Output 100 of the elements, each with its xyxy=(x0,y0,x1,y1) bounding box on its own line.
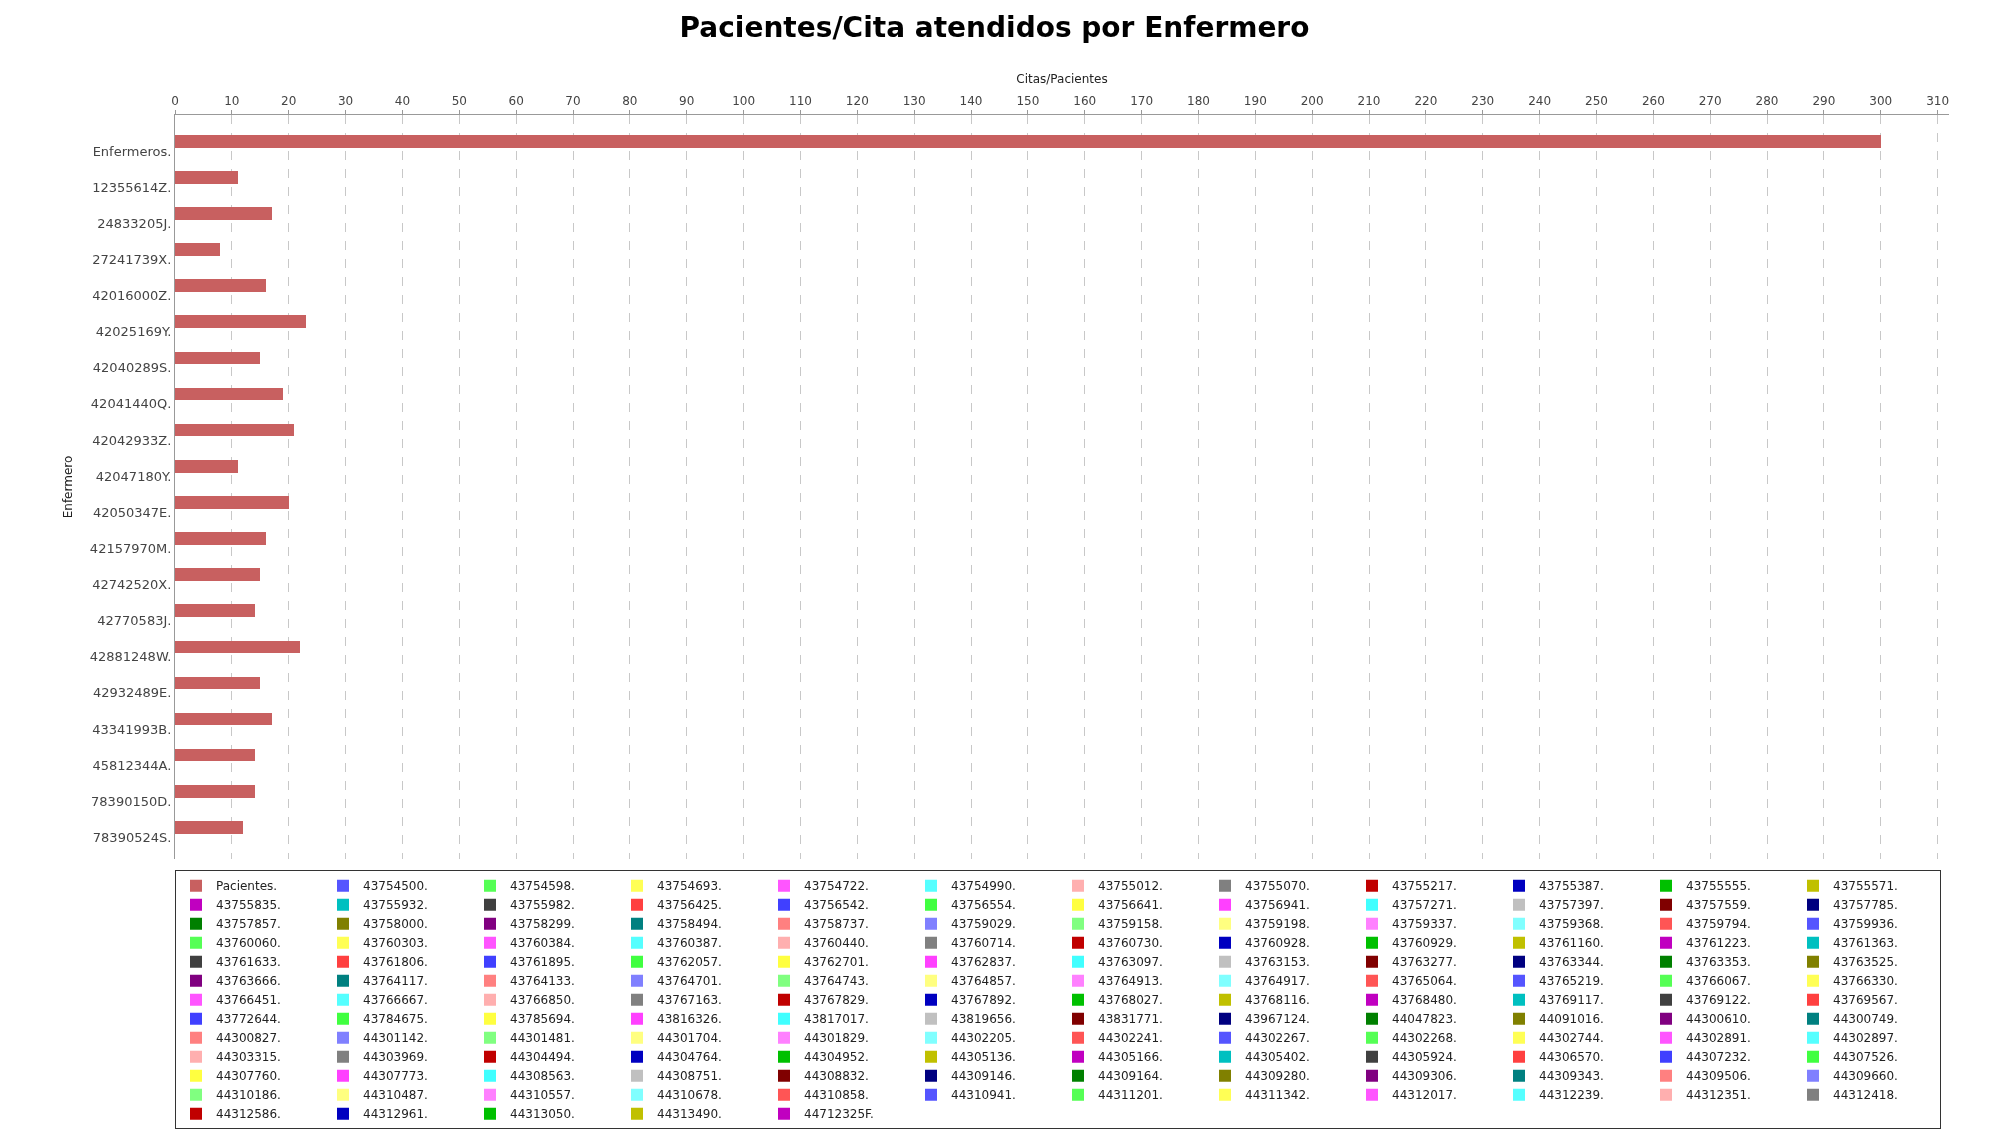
legend-label: 44309660. xyxy=(1833,1069,1898,1084)
x-tick-label: 270 xyxy=(1698,94,1722,109)
legend-label: 43758494. xyxy=(657,917,722,932)
bar xyxy=(175,712,272,726)
x-tick-label: 80 xyxy=(622,94,638,109)
legend-label: 43764857. xyxy=(951,974,1016,989)
legend-label: 43769117. xyxy=(1539,993,1604,1008)
y-tick-label: 27241739X. xyxy=(92,252,172,268)
y-tick-label: 42047180Y. xyxy=(95,468,172,484)
legend-label: 44305136. xyxy=(951,1050,1016,1065)
legend-label: 44312961. xyxy=(363,1107,428,1122)
x-tick-label: 30 xyxy=(337,94,354,109)
legend-label: 43759794. xyxy=(1686,917,1751,932)
bar xyxy=(175,351,261,365)
legend-label: 44303969. xyxy=(363,1050,428,1065)
legend-label: 43764917. xyxy=(1245,974,1310,989)
legend-label: 43819656. xyxy=(951,1012,1016,1027)
legend-label: 44304494. xyxy=(510,1050,575,1065)
legend-label: 44302744. xyxy=(1539,1031,1604,1046)
legend-label: 44310941. xyxy=(951,1088,1016,1103)
legend-label: 43754500. xyxy=(363,879,428,894)
legend-label: 44712325F. xyxy=(804,1107,874,1122)
y-tick-label: 42040289S. xyxy=(92,360,172,376)
legend-label: Pacientes. xyxy=(216,879,278,894)
y-tick-label: 42770583J. xyxy=(97,613,172,629)
legend-label: 43755387. xyxy=(1539,879,1604,894)
legend-label: 43757559. xyxy=(1686,898,1751,913)
bar xyxy=(175,640,301,654)
legend-label: 43760060. xyxy=(216,936,281,951)
x-tick-label: 110 xyxy=(789,94,812,109)
y-tick-label: 78390150D. xyxy=(91,793,172,809)
x-tick-label: 140 xyxy=(959,94,983,109)
legend-label: 44304952. xyxy=(804,1050,869,1065)
legend-label: 43760730. xyxy=(1098,936,1163,951)
x-tick-label: 230 xyxy=(1471,94,1495,109)
x-tick-label: 70 xyxy=(565,94,581,109)
x-tick-label: 220 xyxy=(1414,94,1438,109)
legend-label: 43761633. xyxy=(216,955,281,970)
legend-label: 43767163. xyxy=(657,993,722,1008)
legend-label: 43763666. xyxy=(216,974,281,989)
legend-label: 44309343. xyxy=(1539,1069,1604,1084)
legend-label: 44301481. xyxy=(510,1031,575,1046)
legend-label: 43755571. xyxy=(1833,879,1898,894)
legend-label: 44312351. xyxy=(1686,1088,1751,1103)
legend-label: 44300610. xyxy=(1686,1012,1751,1027)
x-tick-label: 120 xyxy=(845,94,869,109)
x-tick-label: 290 xyxy=(1812,94,1836,109)
legend-label: 43761806. xyxy=(363,955,428,970)
legend-label: 43762057. xyxy=(657,955,722,970)
legend-label: 44309506. xyxy=(1686,1069,1751,1084)
legend-label: 44308832. xyxy=(804,1069,869,1084)
legend-label: 43754693. xyxy=(657,879,722,894)
legend-label: 43760929. xyxy=(1392,936,1457,951)
legend-label: 43759158. xyxy=(1098,917,1163,932)
x-tick-label: 0 xyxy=(171,94,179,109)
x-tick-label: 150 xyxy=(1016,94,1040,109)
legend-label: 43831771. xyxy=(1098,1012,1163,1027)
bar xyxy=(175,676,261,690)
bar xyxy=(175,532,266,545)
legend-label: 43967124. xyxy=(1245,1012,1310,1027)
legend-label: 44310186. xyxy=(216,1088,281,1103)
legend-label: 44309164. xyxy=(1098,1069,1163,1084)
legend-label: 44313490. xyxy=(657,1107,722,1122)
legend-label: 43755835. xyxy=(216,898,281,913)
bar xyxy=(175,279,266,292)
legend-label: 44310557. xyxy=(510,1088,575,1103)
legend-label: 43768027. xyxy=(1098,993,1163,1008)
legend-label: 44312239. xyxy=(1539,1088,1604,1103)
legend-label: 43761363. xyxy=(1833,936,1898,951)
legend-label: 43755982. xyxy=(510,898,575,913)
legend-label: 44302891. xyxy=(1686,1031,1751,1046)
x-tick-label: 190 xyxy=(1243,94,1267,109)
x-tick-label: 20 xyxy=(281,94,297,109)
legend-label: 43755932. xyxy=(363,898,428,913)
legend-label: 43764133. xyxy=(510,974,575,989)
x-axis-title: Citas/Pacientes xyxy=(1016,71,1108,86)
legend-label: 44302897. xyxy=(1833,1031,1898,1046)
legend-label: 43760387. xyxy=(657,936,722,951)
legend-label: 44308751. xyxy=(657,1069,722,1084)
legend-label: 44306570. xyxy=(1539,1050,1604,1065)
x-tick-label: 170 xyxy=(1130,94,1154,109)
x-tick-label: 240 xyxy=(1528,94,1552,109)
x-tick-label: 40 xyxy=(394,94,411,109)
legend-label: 44310858. xyxy=(804,1088,869,1103)
bar xyxy=(175,496,289,509)
legend-label: 44303315. xyxy=(216,1050,281,1065)
legend-label: 44301829. xyxy=(804,1031,869,1046)
bar xyxy=(175,748,255,762)
x-tick-label: 250 xyxy=(1585,94,1608,109)
legend-label: 43762701. xyxy=(804,955,869,970)
legend-label: 43757857. xyxy=(216,917,281,932)
legend-label: 43757397. xyxy=(1539,898,1604,913)
legend-label: 43760928. xyxy=(1245,936,1310,951)
x-tick-label: 10 xyxy=(224,94,240,109)
legend-label: 44302268. xyxy=(1392,1031,1457,1046)
bar xyxy=(175,170,238,184)
bar xyxy=(175,134,1881,148)
legend-label: 43763097. xyxy=(1098,955,1163,970)
legend-label: 43765064. xyxy=(1392,974,1457,989)
legend-label: 44310487. xyxy=(363,1088,428,1103)
